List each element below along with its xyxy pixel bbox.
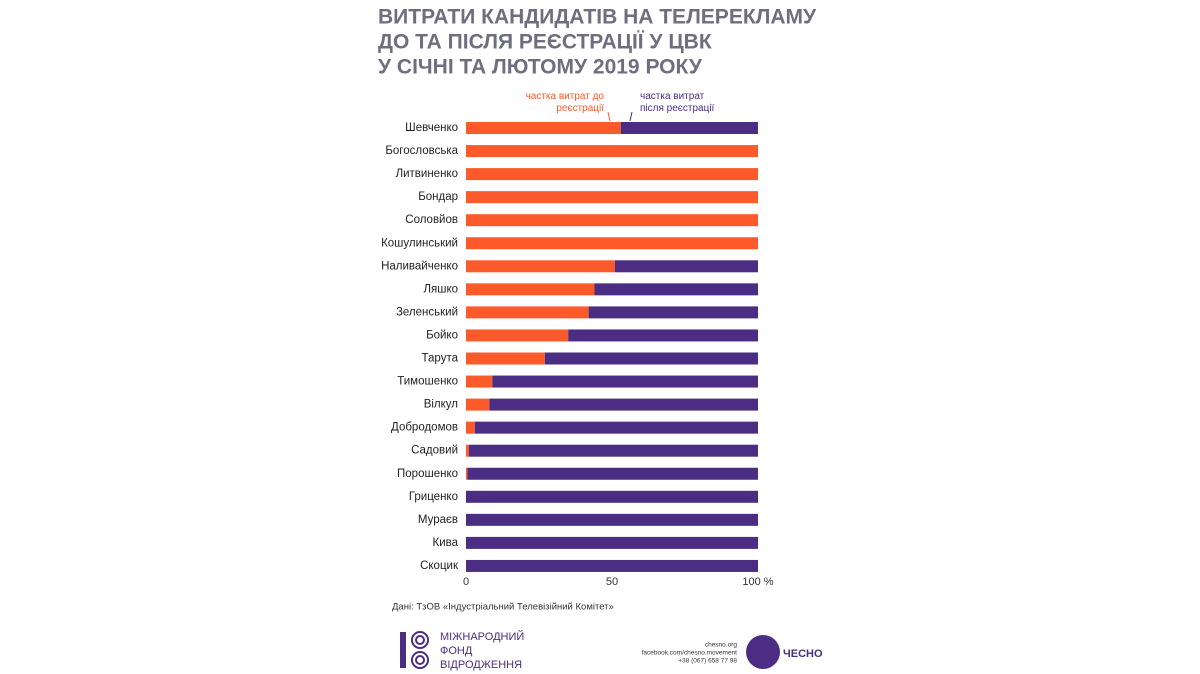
bar-segment — [544, 352, 758, 365]
brand: ЧЕСНО — [783, 648, 823, 660]
bar-segment — [568, 329, 758, 342]
bar-segment — [614, 260, 758, 273]
y-tick-label: Гриценко — [409, 491, 458, 503]
y-tick-label: Бойко — [426, 329, 458, 341]
chart-title: ВИТРАТИ КАНДИДАТІВ НА ТЕЛЕРЕКЛАМУ — [378, 6, 817, 29]
y-tick-label: Тарута — [422, 353, 459, 365]
bar-segment — [588, 306, 758, 319]
contact: facebook.com/chesno.movement — [642, 650, 738, 657]
y-tick-label: Наливайченко — [381, 260, 458, 272]
bar-segment — [620, 122, 758, 134]
fund-name: ФОНД — [440, 645, 473, 657]
y-tick-label: Зеленський — [396, 306, 458, 318]
brand-logo — [746, 635, 780, 669]
chart-title: ДО ТА ПІСЛЯ РЕЄСТРАЦІЇ У ЦВК — [378, 31, 712, 54]
bar-segment — [492, 375, 758, 388]
chart-title: У СІЧНІ ТА ЛЮТОМУ 2019 РОКУ — [378, 56, 703, 79]
x-tick-label: 0 — [463, 576, 469, 588]
bar-segment — [466, 260, 615, 273]
y-tick-label: Скоцик — [420, 560, 459, 572]
y-tick-label: Добродомов — [391, 422, 458, 434]
fund-name: МІЖНАРОДНИЙ — [440, 630, 524, 643]
bar-segment — [466, 214, 758, 227]
y-tick-label: Соловйов — [405, 214, 458, 226]
bar-segment — [466, 444, 469, 457]
x-tick-label: 50 — [606, 576, 618, 588]
fund-logo — [400, 631, 429, 669]
y-tick-label: Ляшко — [423, 283, 458, 295]
source: Дані: ТзОВ «Індустріальний Телевізійний … — [392, 602, 614, 613]
bar-segment — [466, 421, 475, 434]
bar-segment — [466, 559, 758, 572]
bar-segment — [466, 490, 758, 503]
bar-segment — [467, 467, 758, 480]
bar-segment — [466, 122, 621, 134]
bar-segment — [466, 283, 595, 296]
bar-segment — [466, 536, 758, 549]
bar-segment — [466, 513, 758, 526]
series-note: частка витрат до реєстрації — [525, 91, 604, 114]
y-tick-label: Литвиненко — [396, 168, 458, 180]
bar-segment — [466, 306, 589, 319]
bar-segment — [466, 168, 758, 181]
bar-segment — [466, 237, 758, 250]
bar-segment — [466, 375, 493, 388]
arrow — [607, 111, 611, 122]
y-tick-label: Кошулинський — [381, 237, 458, 249]
contact: chesno.org — [705, 642, 738, 649]
contact: +38 (067) 658 77 98 — [678, 658, 737, 665]
x-tick-label: 100 % — [742, 576, 773, 588]
bar-segment — [466, 467, 468, 480]
y-tick-label: Кива — [433, 537, 459, 549]
bar-segment — [489, 398, 758, 411]
fund-name: ВІДРОДЖЕННЯ — [440, 659, 522, 671]
y-tick-label: Садовий — [411, 445, 458, 457]
bar-segment — [466, 352, 545, 365]
bar-segment — [466, 329, 569, 342]
series-note: частка витрат після реєстрації — [640, 91, 715, 114]
y-tick-label: Порошенко — [397, 468, 458, 480]
y-tick-label: Мураєв — [418, 514, 458, 526]
arrow — [629, 111, 633, 122]
bar-segment — [474, 421, 758, 434]
bar-segment — [466, 398, 490, 411]
y-tick-label: Бондар — [418, 191, 458, 203]
bar-segment — [466, 191, 758, 204]
y-tick-label: Вілкул — [424, 399, 458, 411]
bar-segment — [466, 145, 758, 158]
y-tick-label: Шевченко — [405, 122, 458, 134]
bar-segment — [468, 444, 758, 457]
bar-segment — [594, 283, 758, 296]
y-tick-label: Богословська — [385, 145, 458, 157]
y-tick-label: Тимошенко — [397, 376, 458, 388]
